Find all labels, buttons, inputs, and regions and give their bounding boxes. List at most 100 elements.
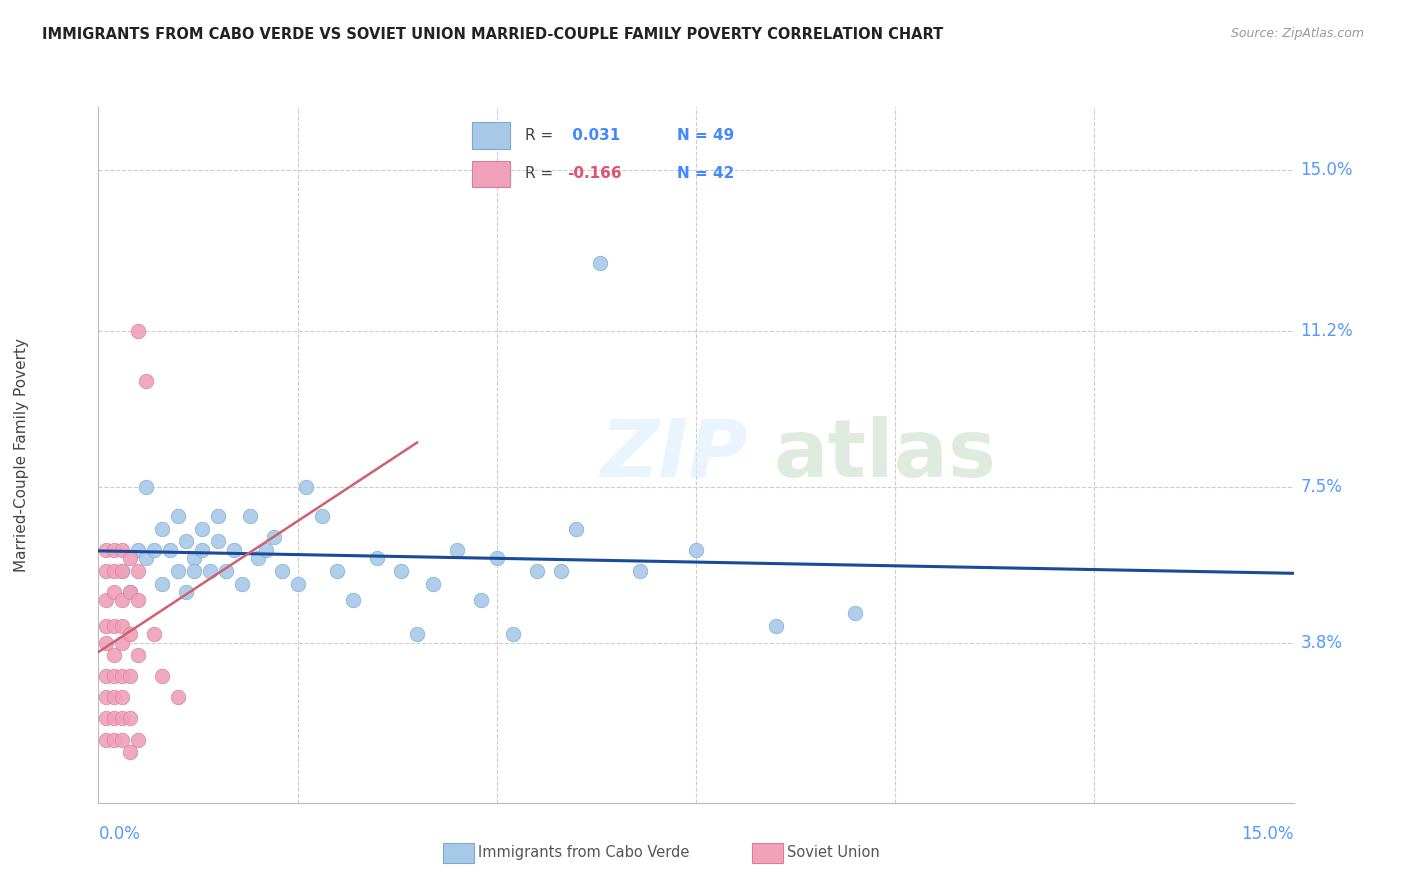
Text: atlas: atlas [773,416,997,494]
Point [270,564,292,578]
FancyBboxPatch shape [472,122,510,149]
Point [127,648,149,663]
Point [167,509,190,524]
Point [422,576,444,591]
Point [103,669,125,683]
Text: 0.0%: 0.0% [98,825,141,843]
Point [111,593,134,607]
Point [96,732,118,747]
Point [96,635,118,649]
Text: ZIP: ZIP [600,416,748,494]
Point [294,479,316,493]
Point [263,530,285,544]
Point [628,564,651,578]
Point [120,551,142,566]
Point [96,711,118,725]
Point [844,606,866,620]
Point [111,732,134,747]
Point [550,564,572,578]
Point [103,732,125,747]
Point [326,564,349,578]
Point [222,542,245,557]
Point [565,522,588,536]
Text: Soviet Union: Soviet Union [787,846,880,860]
Point [111,564,134,578]
FancyBboxPatch shape [472,161,510,187]
Point [191,542,214,557]
Text: Married-Couple Family Poverty: Married-Couple Family Poverty [14,338,28,572]
Point [96,542,118,557]
Point [135,479,157,493]
Point [111,711,134,725]
Text: 0.031: 0.031 [567,128,620,143]
Point [120,745,142,759]
Point [111,542,134,557]
Point [143,542,166,557]
Point [103,542,125,557]
Point [231,576,253,591]
Point [103,711,125,725]
Point [526,564,548,578]
Point [111,635,134,649]
Point [127,732,149,747]
Point [159,542,181,557]
Point [120,711,142,725]
Point [127,542,149,557]
Point [311,509,333,524]
Point [174,534,197,549]
Point [287,576,309,591]
Text: 15.0%: 15.0% [1301,161,1353,179]
Point [167,690,190,705]
Point [589,256,612,270]
Text: -0.166: -0.166 [567,167,621,181]
Point [446,542,468,557]
Point [103,648,125,663]
Point [135,374,157,388]
Point [198,564,221,578]
Point [96,618,118,632]
Text: N = 49: N = 49 [678,128,734,143]
Point [135,551,157,566]
Point [111,618,134,632]
Point [239,509,262,524]
Point [150,522,173,536]
Point [103,690,125,705]
Point [127,593,149,607]
Point [470,593,492,607]
Point [167,564,190,578]
Point [342,593,364,607]
Point [174,585,197,599]
Point [183,551,205,566]
Point [150,576,173,591]
Point [127,564,149,578]
Point [485,551,508,566]
Point [103,618,125,632]
Point [96,690,118,705]
Point [246,551,269,566]
Point [111,669,134,683]
Text: Source: ZipAtlas.com: Source: ZipAtlas.com [1230,27,1364,40]
Point [502,627,524,641]
Text: R =: R = [526,167,554,181]
Text: 15.0%: 15.0% [1241,825,1294,843]
Point [103,585,125,599]
Point [96,593,118,607]
Point [366,551,388,566]
Text: 7.5%: 7.5% [1301,477,1343,496]
Point [191,522,214,536]
Point [215,564,238,578]
Point [120,585,142,599]
Text: IMMIGRANTS FROM CABO VERDE VS SOVIET UNION MARRIED-COUPLE FAMILY POVERTY CORRELA: IMMIGRANTS FROM CABO VERDE VS SOVIET UNI… [42,27,943,42]
Point [685,542,707,557]
Point [143,627,166,641]
Point [406,627,429,641]
Point [96,669,118,683]
Point [111,690,134,705]
Point [150,669,173,683]
Point [183,564,205,578]
Point [111,564,134,578]
Point [96,564,118,578]
Text: Immigrants from Cabo Verde: Immigrants from Cabo Verde [478,846,689,860]
Point [207,534,229,549]
Point [389,564,412,578]
